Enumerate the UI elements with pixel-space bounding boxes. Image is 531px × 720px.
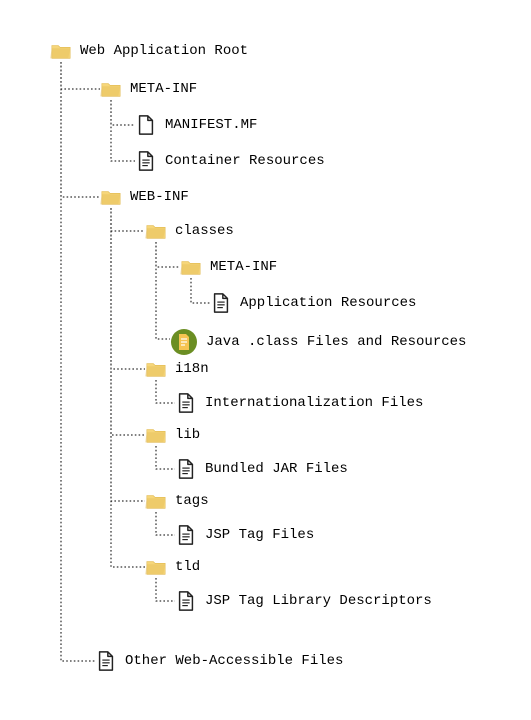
folder-icon xyxy=(50,40,72,62)
doc-icon xyxy=(175,392,197,414)
folder-icon xyxy=(145,490,167,512)
tree-node-metainf: META-INF xyxy=(100,78,197,100)
node-label: META-INF xyxy=(210,256,277,278)
badge-icon xyxy=(170,328,198,356)
doc-icon xyxy=(175,590,197,612)
tree-node-lib: lib xyxy=(145,424,200,446)
tree-node-jspt: JSP Tag Files xyxy=(175,524,314,546)
node-label: Internationalization Files xyxy=(205,392,423,414)
folder-icon xyxy=(100,186,122,208)
folder-icon xyxy=(180,256,202,278)
node-label: Java .class Files and Resources xyxy=(206,331,466,353)
doc-icon xyxy=(175,524,197,546)
tree-node-cres: Container Resources xyxy=(135,150,325,172)
tree-node-jclass: Java .class Files and Resources xyxy=(170,328,466,356)
tree-node-tldf: JSP Tag Library Descriptors xyxy=(175,590,432,612)
node-label: JSP Tag Library Descriptors xyxy=(205,590,432,612)
folder-icon xyxy=(145,556,167,578)
node-label: WEB-INF xyxy=(130,186,189,208)
tree-node-jar: Bundled JAR Files xyxy=(175,458,348,480)
folder-icon xyxy=(145,358,167,380)
doc-icon xyxy=(210,292,232,314)
tree-node-root: Web Application Root xyxy=(50,40,248,62)
node-label: lib xyxy=(175,424,200,446)
tree-node-i18nf: Internationalization Files xyxy=(175,392,423,414)
tree-node-manifest: MANIFEST.MF xyxy=(135,114,257,136)
tree-node-classes: classes xyxy=(145,220,234,242)
node-label: Bundled JAR Files xyxy=(205,458,348,480)
folder-icon xyxy=(145,424,167,446)
file-icon xyxy=(135,114,157,136)
node-label: tags xyxy=(175,490,209,512)
tree-node-tags: tags xyxy=(145,490,209,512)
node-label: Web Application Root xyxy=(80,40,248,62)
node-label: tld xyxy=(175,556,200,578)
tree-node-appres: Application Resources xyxy=(210,292,416,314)
node-label: Application Resources xyxy=(240,292,416,314)
directory-tree: Web Application Root META-INF MANIFEST.M… xyxy=(20,20,511,700)
tree-node-other: Other Web-Accessible Files xyxy=(95,650,343,672)
node-label: classes xyxy=(175,220,234,242)
doc-icon xyxy=(175,458,197,480)
doc-icon xyxy=(95,650,117,672)
tree-node-i18n: i18n xyxy=(145,358,209,380)
tree-node-tld: tld xyxy=(145,556,200,578)
node-label: JSP Tag Files xyxy=(205,524,314,546)
node-label: Other Web-Accessible Files xyxy=(125,650,343,672)
folder-icon xyxy=(145,220,167,242)
node-label: Container Resources xyxy=(165,150,325,172)
tree-node-cmeta: META-INF xyxy=(180,256,277,278)
node-label: i18n xyxy=(175,358,209,380)
node-label: META-INF xyxy=(130,78,197,100)
doc-icon xyxy=(135,150,157,172)
folder-icon xyxy=(100,78,122,100)
tree-node-webinf: WEB-INF xyxy=(100,186,189,208)
node-label: MANIFEST.MF xyxy=(165,114,257,136)
